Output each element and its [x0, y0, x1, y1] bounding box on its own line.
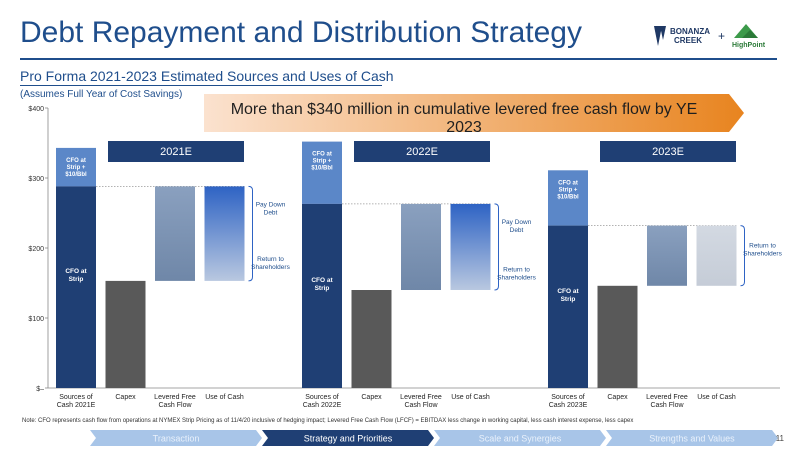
nav-tab[interactable] — [262, 430, 434, 446]
y-tick-label: $400 — [28, 106, 44, 113]
segment-label-cfo-strip: CFO at Strip — [557, 288, 579, 303]
bracket — [494, 203, 499, 291]
title-divider — [20, 58, 777, 60]
bar-cfo-strip-plus-10 — [302, 141, 342, 204]
use-label: Return to Shareholders — [497, 267, 536, 282]
segment-label-cfo-10: CFO at Strip + $10/Bbl — [311, 152, 333, 172]
use-label: Pay Down Debt — [256, 201, 286, 216]
nav-tab[interactable] — [606, 430, 778, 446]
segment-label-cfo-10: CFO at Strip + $10/Bbl — [65, 158, 87, 178]
subtitle-underline — [20, 85, 382, 86]
x-tick-label: Capex — [115, 394, 136, 401]
logo-right-text: HighPoint — [732, 42, 766, 49]
assumption-note: (Assumes Full Year of Cost Savings) — [20, 89, 183, 100]
y-tick-label: $200 — [28, 246, 44, 253]
section-nav: Transaction Strategy and Priorities Scale … — [90, 430, 778, 446]
page-title: Debt Repayment and Distribution Strategy — [20, 16, 582, 49]
y-tick-label: $300 — [28, 176, 44, 183]
segment-label-cfo-10: CFO at Strip + $10/Bbl — [557, 180, 579, 200]
x-tick-label: Levered Free Cash Flow — [400, 394, 442, 409]
x-tick-label: Levered Free Cash Flow — [646, 394, 688, 409]
y-tick-label: $– — [36, 386, 44, 393]
segment-label-cfo-strip: CFO at Strip — [311, 277, 333, 292]
use-label: Return to Shareholders — [743, 243, 782, 258]
x-tick-label: Levered Free Cash Flow — [154, 394, 196, 409]
bar-levered-free-cash-flow — [647, 225, 687, 286]
logo-left-line2: CREEK — [674, 36, 702, 45]
bar-capex — [597, 285, 638, 388]
sources-uses-chart: $– $100 $200 $300 $400 Sources of Cash 2021E Ca… — [28, 106, 782, 409]
bracket — [740, 225, 745, 287]
highpoint-logo: HighPoint — [732, 24, 766, 49]
x-tick-label: Capex — [361, 394, 382, 401]
page-number: 11 — [775, 434, 784, 443]
bar-capex — [351, 290, 392, 388]
x-tick-label: Sources of Cash 2023E — [549, 394, 588, 409]
use-label: Return to Shareholders — [251, 256, 290, 271]
bar-cfo-strip-plus-10 — [548, 170, 588, 226]
company-logos: BONANZA CREEK + HighPoint — [654, 24, 766, 49]
year-header — [600, 141, 736, 162]
year-header-label: 2021E — [160, 146, 192, 158]
highlight-banner-arrow — [204, 94, 744, 132]
bar-use-of-cash — [204, 186, 245, 281]
bar-capex — [105, 280, 146, 388]
year-header — [108, 141, 244, 162]
bar-use-of-cash — [450, 203, 491, 290]
nav-tab[interactable] — [434, 430, 606, 446]
y-tick-label: $100 — [28, 316, 44, 323]
bar-cfo-strip — [302, 203, 342, 388]
year-header-label: 2023E — [652, 146, 684, 158]
use-label: Pay Down Debt — [502, 219, 532, 234]
x-tick-label: Capex — [607, 394, 628, 401]
year-header-label: 2022E — [406, 146, 438, 158]
nav-tab-label[interactable]: Transaction — [153, 434, 200, 444]
bonanza-creek-logo: BONANZA CREEK — [654, 26, 710, 46]
chart-subtitle: Pro Forma 2021-2023 Estimated Sources an… — [20, 68, 394, 84]
logo-plus: + — [718, 29, 725, 43]
bar-levered-free-cash-flow — [155, 186, 195, 281]
x-tick-label: Sources of Cash 2022E — [303, 394, 342, 409]
x-tick-label: Sources of Cash 2021E — [57, 394, 96, 409]
segment-label-cfo-strip: CFO at Strip — [65, 268, 87, 283]
bar-levered-free-cash-flow — [401, 203, 441, 290]
bar-cfo-strip — [56, 186, 96, 388]
bar-cfo-strip-plus-10 — [56, 147, 96, 187]
nav-tab-label[interactable]: Strategy and Priorities — [304, 434, 393, 444]
x-tick-label: Use of Cash — [205, 394, 244, 401]
year-header — [354, 141, 490, 162]
bar-cfo-strip — [548, 225, 588, 388]
x-tick-label: Use of Cash — [697, 394, 736, 401]
banner-text: More than $340 million in cumulative lev… — [230, 101, 698, 136]
x-tick-label: Use of Cash — [451, 394, 490, 401]
footnote: Note: CFO represents cash flow from oper… — [22, 418, 634, 424]
bracket — [248, 185, 253, 282]
bar-use-of-cash — [696, 225, 737, 286]
nav-tab-label[interactable]: Scale and Synergies — [479, 434, 562, 444]
nav-tab-label[interactable]: Strengths and Values — [649, 434, 735, 444]
logo-left-line1: BONANZA — [670, 27, 710, 36]
nav-tab[interactable] — [90, 430, 262, 446]
